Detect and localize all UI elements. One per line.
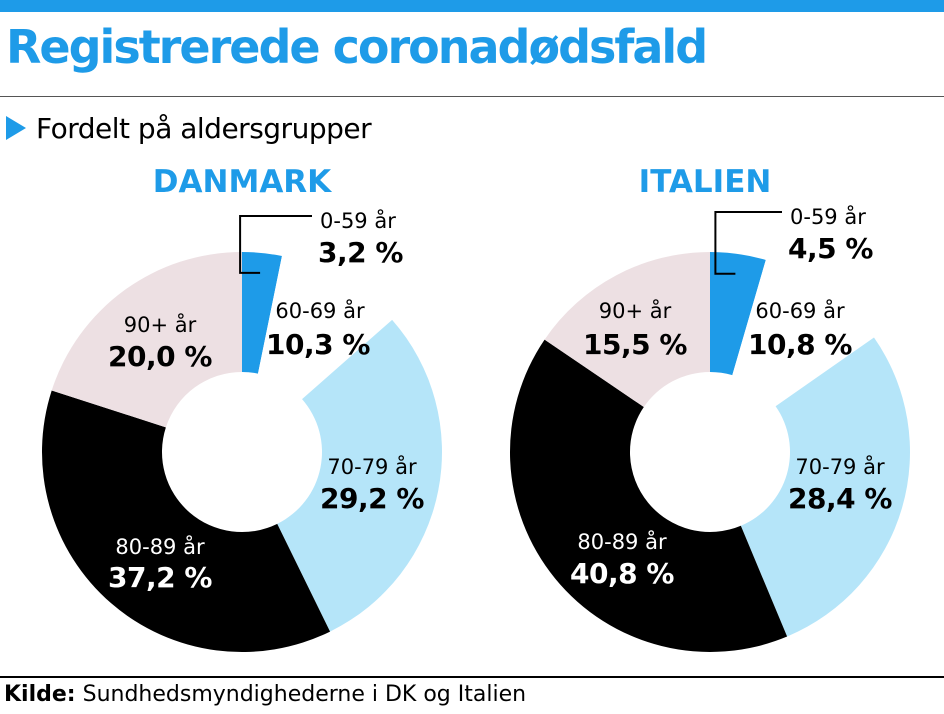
danmark-slice-3 (277, 319, 442, 632)
danmark-slice-2 (257, 256, 393, 400)
italien-category-label: 80-89 år (577, 529, 667, 554)
source-text: Sundhedsmyndighederne i DK og Italien (75, 682, 527, 707)
top-accent-bar (0, 0, 944, 12)
danmark-category-label: 90+ år (124, 312, 197, 337)
source-label: Kilde: (4, 682, 76, 707)
italien-value-label: 10,8 % (748, 328, 852, 361)
source-footer: Kilde: Sundhedsmyndighederne i DK og Ita… (4, 682, 526, 707)
footer-divider (0, 676, 944, 678)
danmark-category-label: 70-79 år (327, 454, 417, 479)
italien-category-label: 90+ år (599, 298, 672, 323)
danmark-value-label: 29,2 % (320, 482, 424, 515)
italien-category-label: 60-69 år (755, 298, 845, 323)
danmark-slice-5 (51, 252, 243, 428)
danmark-label-3: 70-79 år 29,2 % (320, 454, 425, 515)
danmark-value-label: 37,2 % (108, 561, 212, 594)
italien-label-4: 80-89 år 40,8 % (570, 529, 675, 590)
danmark-category-label: 0-59 år (320, 208, 396, 233)
danmark-label-2: 60-69 år 10,3 % (266, 298, 371, 361)
play-triangle-icon (6, 116, 26, 140)
italien-slice-1 (710, 252, 766, 376)
subtitle: Fordelt på aldersgrupper (36, 111, 372, 145)
danmark-value-label: 10,3 % (266, 328, 370, 361)
italien-slice-5 (544, 252, 710, 408)
italien-value-label: 40,8 % (570, 557, 674, 590)
italien-leader-line (714, 211, 782, 275)
danmark-value-label: 20,0 % (108, 340, 212, 373)
italien-label-3: 70-79 år 28,4 % (788, 454, 893, 515)
italien-label-2: 60-69 år 10,8 % (748, 298, 853, 361)
danmark-label-1: 0-59 år 3,2 % (318, 208, 404, 269)
italien-category-label: 70-79 år (795, 454, 885, 479)
danmark-donut: DANMARK 0-59 år 3,2 % 60-69 år 10,3 % 70-79 å… (41, 164, 442, 653)
danmark-label-5: 90+ år 20,0 % (108, 312, 213, 373)
danmark-category-label: 80-89 år (115, 534, 205, 559)
italien-label-1: 0-59 år 4,5 % (788, 204, 874, 265)
italien-slice-3 (740, 337, 910, 637)
title-divider (0, 96, 944, 97)
danmark-value-label: 3,2 % (318, 236, 403, 269)
page-title: Registrerede coronadødsfald (6, 20, 708, 74)
italien-label-5: 90+ år 15,5 % (583, 298, 688, 361)
italien-donut: ITALIEN 0-59 år 4,5 % 60-69 år 10,8 % 70-79 å… (509, 164, 910, 652)
italien-category-label: 0-59 år (790, 204, 866, 229)
danmark-slice-1 (242, 252, 282, 374)
danmark-category-label: 60-69 år (275, 298, 365, 323)
italien-slice-2 (732, 259, 874, 407)
danmark-chart-title: DANMARK (153, 164, 332, 200)
italien-value-label: 15,5 % (583, 328, 687, 361)
italien-value-label: 4,5 % (788, 232, 873, 265)
italien-value-label: 28,4 % (788, 482, 892, 515)
danmark-leader-line (239, 215, 312, 274)
danmark-slice-4 (41, 390, 331, 653)
italien-slice-4 (509, 339, 788, 652)
italien-chart-title: ITALIEN (639, 164, 772, 200)
subtitle-row: Fordelt på aldersgrupper (6, 110, 372, 146)
